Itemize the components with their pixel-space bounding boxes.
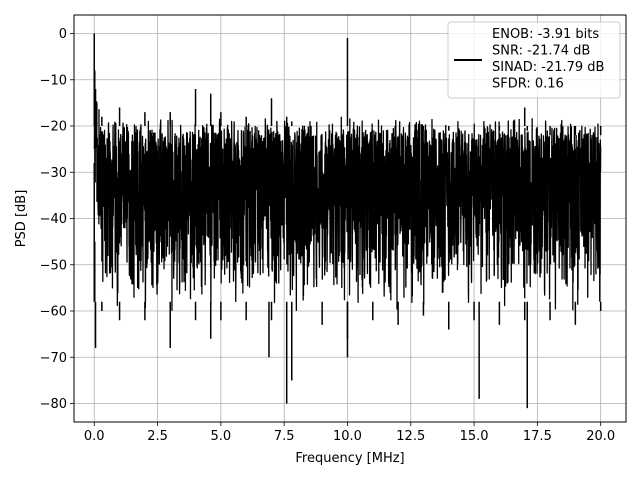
x-tick-label: 20.0 [586,429,615,444]
y-tick-label: 0 [59,27,67,42]
y-tick-label: −40 [40,212,67,227]
x-tick-label: 0.0 [84,429,105,444]
psd-trace [93,94,602,312]
legend-text-line: SNR: -21.74 dB [492,44,590,59]
data-layer [93,33,602,409]
x-tick-label: 17.5 [523,429,552,444]
y-tick-label: −80 [40,397,67,412]
y-tick-label: −50 [40,258,67,273]
ticks-layer: 0.0 2.5 5.0 7.5 10.0 12.5 15.0 17.5 20.0 0 −10 −20 −… [40,27,616,444]
x-tick-label: 2.5 [147,429,168,444]
y-tick-label: −60 [40,305,67,320]
legend-text-line: ENOB: -3.91 bits [492,27,599,42]
x-tick-label: 5.0 [211,429,232,444]
x-tick-label: 10.0 [333,429,362,444]
legend-text-line: SINAD: -21.79 dB [492,60,604,75]
y-tick-label: −10 [40,73,67,88]
y-tick-label: −30 [40,166,67,181]
y-tick-label: −20 [40,120,67,135]
y-axis-label: PSD [dB] [14,190,29,248]
y-tick-label: −70 [40,351,67,366]
legend-box [447,21,621,99]
x-tick-label: 12.5 [396,429,425,444]
legend-text-line: SFDR: 0.16 [492,77,564,92]
x-tick-label: 7.5 [274,429,295,444]
x-axis-label: Frequency [MHz] [295,451,404,466]
x-tick-label: 15.0 [460,429,489,444]
